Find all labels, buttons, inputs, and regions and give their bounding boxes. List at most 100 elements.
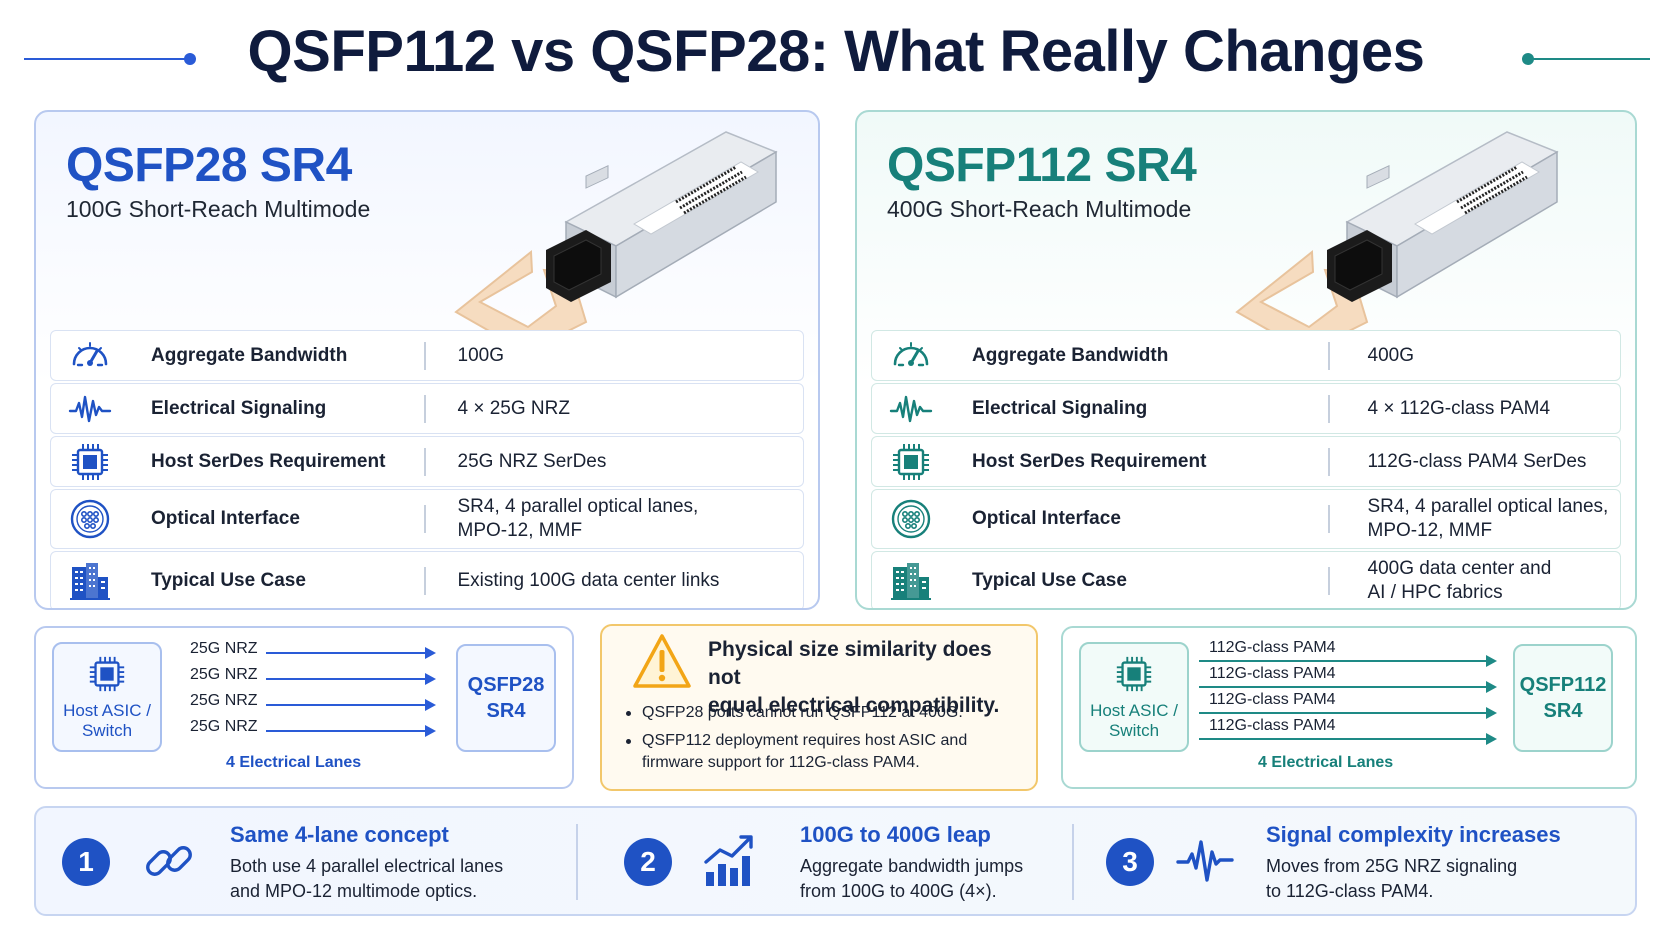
summary-divider	[576, 824, 578, 900]
spec-value: 400G	[1367, 344, 1414, 366]
lanes-caption: 4 Electrical Lanes	[226, 754, 362, 771]
summary-text: Moves from 25G NRZ signaling to 112G-cla…	[1266, 854, 1566, 904]
spec-divider	[1328, 505, 1330, 533]
spec-label: Electrical Signaling	[972, 397, 1148, 419]
title-dot-right	[1522, 53, 1534, 65]
warning-bullet: QSFP28 ports cannot run QSFP112 at 400G.	[624, 702, 1024, 724]
qsfp112-module-image	[1217, 122, 1577, 352]
summary-heading: Signal complexity increases	[1266, 822, 1561, 847]
host-asic-box: Host ASIC / Switch	[1079, 642, 1189, 752]
pulse-icon	[1176, 832, 1234, 890]
lane-arrow	[1199, 733, 1497, 745]
host-label-line: Host ASIC /	[1090, 701, 1178, 720]
host-asic-box: Host ASIC / Switch	[52, 642, 162, 752]
spec-divider	[1328, 394, 1330, 423]
warning-title-line: equal electrical compatibility.	[708, 694, 1000, 717]
warning-bullet: QSFP112 deployment requires host ASIC an…	[624, 730, 1024, 774]
step-number-badge: 3	[1106, 838, 1154, 886]
host-label-line: Switch	[1108, 721, 1160, 740]
target-label-line: QSFP112	[1519, 674, 1607, 696]
growth-chart-icon	[700, 832, 758, 890]
spec-divider	[424, 394, 426, 423]
spec-rows: Aggregate Bandwidth 400G Electrical Sign…	[871, 330, 1621, 610]
chip-icon	[872, 437, 950, 486]
buildings-icon	[51, 552, 129, 610]
spec-value: SR4, 4 parallel optical lanes, MPO-12, M…	[426, 495, 699, 543]
summary-item-1: 1 Same 4-lane concept Both use 4 paralle…	[36, 808, 576, 914]
spec-value: 100G	[457, 344, 504, 366]
buildings-icon	[872, 552, 950, 610]
spec-label: Aggregate Bandwidth	[972, 344, 1169, 366]
spec-row-signaling: Electrical Signaling 4 × 25G NRZ	[50, 383, 804, 434]
qsfp28-target-box: QSFP28 SR4	[456, 644, 556, 752]
title-decoration-left	[24, 58, 190, 60]
host-label-line: Switch	[81, 721, 133, 740]
spec-value: 25G NRZ SerDes	[457, 450, 607, 472]
qsfp112-target-box: QSFP112 SR4	[1513, 644, 1613, 752]
summary-heading: 100G to 400G leap	[800, 822, 991, 847]
summary-text-line: Both use 4 parallel electrical lanes	[230, 856, 504, 876]
spec-row-signaling: Electrical Signaling 4 × 112G-class PAM4	[871, 383, 1621, 434]
step-number-badge: 1	[62, 838, 110, 886]
fiber-connector-icon	[51, 490, 129, 548]
waveform-icon	[872, 384, 950, 433]
spec-rows: Aggregate Bandwidth 100G Electrical Sign…	[50, 330, 804, 610]
spec-label: Host SerDes Requirement	[972, 450, 1207, 472]
spec-row-use-case: Typical Use Case 400G data center and AI…	[871, 551, 1621, 610]
summary-divider	[1072, 824, 1074, 900]
summary-text: Both use 4 parallel electrical lanes and…	[230, 854, 530, 904]
spec-divider	[424, 567, 426, 595]
target-label-line: SR4	[486, 700, 526, 722]
spec-row-serdes: Host SerDes Requirement 25G NRZ SerDes	[50, 436, 804, 487]
spec-label: Electrical Signaling	[151, 397, 327, 419]
spec-value-line: SR4, 4 parallel optical lanes,	[457, 496, 699, 517]
spec-row-optical: Optical Interface SR4, 4 parallel optica…	[871, 489, 1621, 549]
lane-arrow	[1199, 681, 1497, 693]
spec-row-bandwidth: Aggregate Bandwidth 100G	[50, 330, 804, 381]
lane-arrow	[266, 699, 436, 711]
warning-title-line: Physical size similarity does not	[708, 638, 992, 689]
spec-value-line: MPO-12, MMF	[457, 520, 583, 541]
lane-label: 112G-class PAM4	[1209, 691, 1336, 708]
title-decoration-right	[1530, 58, 1650, 60]
link-icon	[140, 832, 198, 890]
summary-text-line: Aggregate bandwidth jumps	[800, 856, 1024, 876]
spec-divider	[1328, 567, 1330, 595]
host-label-line: Host ASIC /	[63, 701, 151, 720]
chip-icon	[86, 653, 128, 695]
target-label-line: QSFP28	[467, 674, 545, 696]
lane-label: 25G NRZ	[190, 640, 258, 657]
summary-text: Aggregate bandwidth jumps from 100G to 4…	[800, 854, 1100, 904]
summary-text-line: to 112G-class PAM4.	[1266, 881, 1434, 901]
spec-value: 4 × 112G-class PAM4	[1367, 397, 1551, 419]
title-dot-left	[184, 53, 196, 65]
spec-row-bandwidth: Aggregate Bandwidth 400G	[871, 330, 1621, 381]
spec-label: Typical Use Case	[151, 570, 306, 591]
fiber-connector-icon	[872, 490, 950, 548]
panel-title: QSFP28 SR4	[66, 139, 352, 192]
spec-divider	[424, 505, 426, 533]
qsfp112-panel: QSFP112 SR4 400G Short-Reach Multimode A…	[855, 110, 1637, 610]
step-number-badge: 2	[624, 838, 672, 886]
chip-icon	[51, 437, 129, 486]
qsfp112-lane-diagram: Host ASIC / Switch 112G-class PAM4 112G-…	[1061, 626, 1637, 789]
summary-text-line: Moves from 25G NRZ signaling	[1266, 856, 1518, 876]
spec-row-serdes: Host SerDes Requirement 112G-class PAM4 …	[871, 436, 1621, 487]
spec-value: 400G data center and AI / HPC fabrics	[1330, 557, 1552, 605]
speedometer-icon	[872, 331, 950, 380]
panel-title: QSFP112 SR4	[887, 139, 1197, 192]
spec-label: Typical Use Case	[972, 570, 1127, 591]
lane-arrow	[266, 725, 436, 737]
lane-label: 112G-class PAM4	[1209, 717, 1336, 734]
lane-label: 25G NRZ	[190, 718, 258, 735]
summary-bar: 1 Same 4-lane concept Both use 4 paralle…	[34, 806, 1637, 916]
spec-label: Optical Interface	[151, 508, 300, 529]
panel-subtitle: 400G Short-Reach Multimode	[887, 196, 1192, 222]
lane-label: 25G NRZ	[190, 666, 258, 683]
spec-divider	[1328, 341, 1330, 370]
title-row: QSFP112 vs QSFP28: What Really Changes	[0, 18, 1672, 88]
spec-value-line: SR4, 4 parallel optical lanes,	[1367, 496, 1609, 517]
lane-label: 112G-class PAM4	[1209, 639, 1336, 656]
lanes-caption: 4 Electrical Lanes	[1258, 754, 1394, 771]
spec-value: 112G-class PAM4 SerDes	[1367, 450, 1587, 472]
